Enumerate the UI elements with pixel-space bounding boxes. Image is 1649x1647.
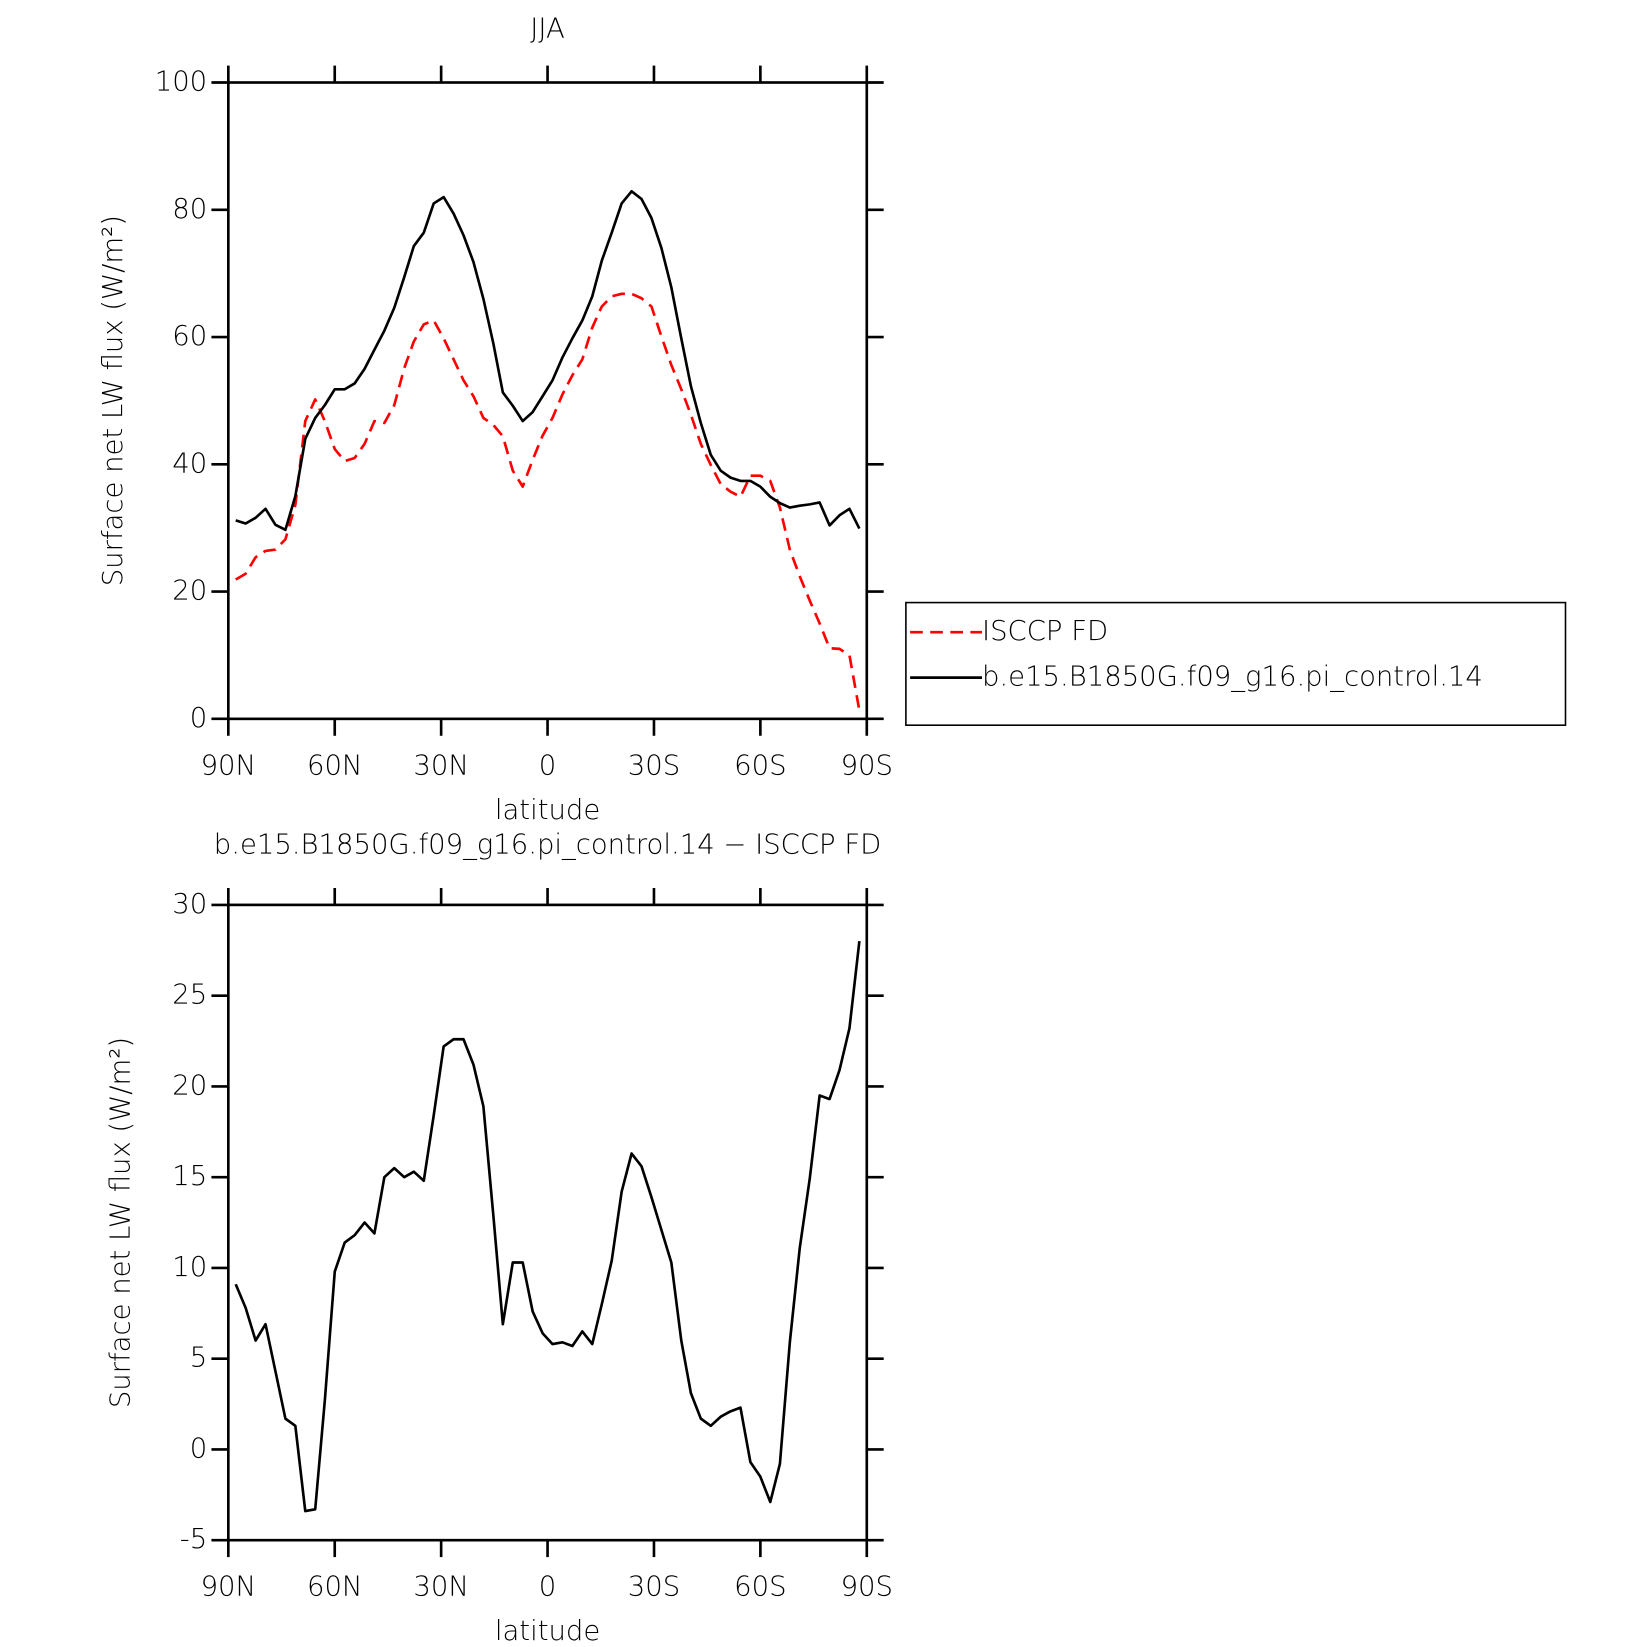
x-tick-label: 90S — [841, 749, 893, 781]
x-tick-label: 30N — [413, 1571, 469, 1603]
y-tick-label: 60 — [172, 320, 207, 352]
x-tick-label: 60N — [307, 749, 363, 781]
x-tick-label: 0 — [539, 749, 556, 781]
x-tick-label: 90N — [201, 1571, 257, 1603]
y-tick-label: 25 — [172, 979, 207, 1011]
y-tick-label: 80 — [172, 193, 207, 225]
x-tick-label: 60S — [734, 1571, 786, 1603]
y-tick-label: 40 — [172, 447, 207, 479]
x-axis-label: latitude — [495, 1615, 600, 1647]
plot-frame — [227, 81, 869, 721]
x-tick-label: 30N — [413, 749, 469, 781]
y-tick-label: 20 — [172, 575, 207, 607]
y-tick-label: 20 — [172, 1069, 207, 1101]
x-tick-label: 30S — [628, 749, 680, 781]
x-tick-label: 30S — [628, 1571, 680, 1603]
x-tick-label: 60N — [307, 1571, 363, 1603]
y-axis-label: Surface net LW flux (W/m²) — [105, 1037, 137, 1408]
data-line — [235, 189, 861, 532]
y-axis-label: Surface net LW flux (W/m²) — [97, 215, 129, 586]
y-tick-label: 0 — [190, 1432, 207, 1464]
x-tick-label: 90N — [201, 749, 257, 781]
x-axis-label: latitude — [495, 794, 600, 826]
x-tick-label: 60S — [734, 749, 786, 781]
chart-title: JJA — [530, 13, 565, 45]
legend-label: ISCCP FD — [982, 615, 1108, 647]
x-tick-label: 90S — [841, 1571, 893, 1603]
plot-frame — [227, 903, 869, 1542]
data-line — [234, 941, 861, 1513]
data-line — [235, 292, 861, 711]
y-tick-label: 10 — [172, 1251, 207, 1283]
legend-box — [905, 601, 1567, 726]
legend-label: b.e15.B1850G.f09_g16.pi_control.14 — [982, 661, 1483, 694]
y-tick-label: 5 — [190, 1342, 207, 1374]
y-tick-label: -5 — [180, 1523, 207, 1555]
chart-title: b.e15.B1850G.f09_g16.pi_control.14 − ISC… — [214, 829, 882, 862]
x-tick-label: 0 — [539, 1571, 556, 1603]
y-tick-label: 0 — [190, 702, 207, 734]
y-tick-label: 15 — [172, 1160, 207, 1192]
y-tick-label: 100 — [155, 66, 207, 98]
y-tick-label: 30 — [172, 888, 207, 920]
